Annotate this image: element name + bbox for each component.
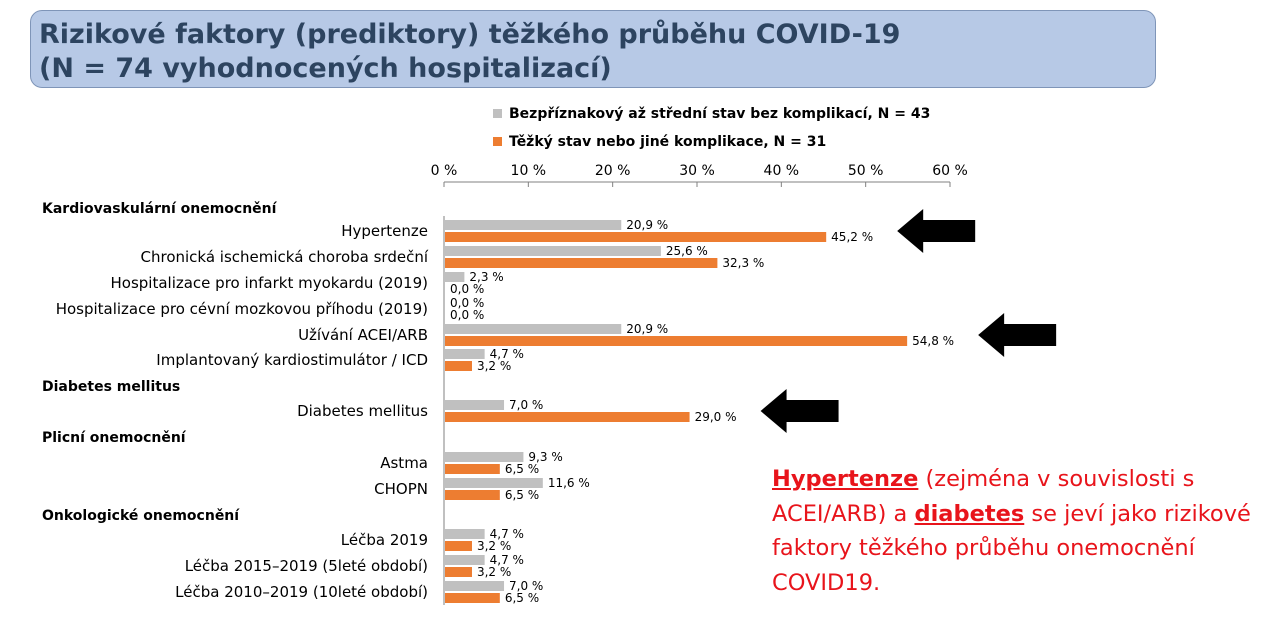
data-label: 7,0 % xyxy=(509,398,543,412)
data-label: 6,5 % xyxy=(505,488,539,502)
data-label: 45,2 % xyxy=(831,230,873,244)
bar-mild xyxy=(445,478,543,488)
data-label: 3,2 % xyxy=(477,539,511,553)
data-label: 11,6 % xyxy=(548,476,590,490)
data-label: 20,9 % xyxy=(626,218,668,232)
bar-severe xyxy=(445,361,472,371)
category-label: Hypertenze xyxy=(341,222,428,240)
x-tick-label: 0 % xyxy=(431,163,458,179)
bar-mild xyxy=(445,555,485,565)
data-label: 0,0 % xyxy=(450,282,484,296)
bar-severe xyxy=(445,258,718,268)
data-label: 6,5 % xyxy=(505,462,539,476)
note-text-2: se jeví jako rizikové faktory těžkého pr… xyxy=(772,500,1251,596)
category-label: Léčba 2015–2019 (5leté období) xyxy=(185,557,428,575)
bar-severe xyxy=(445,567,472,577)
x-tick-label: 30 % xyxy=(679,163,715,179)
bar-severe xyxy=(445,464,500,474)
legend-swatch-1 xyxy=(493,109,502,118)
bar-mild xyxy=(445,246,661,256)
bar-severe xyxy=(445,541,472,551)
data-label: 0,0 % xyxy=(450,296,484,310)
title-box: Rizikové faktory (prediktory) těžkého pr… xyxy=(30,10,1156,88)
category-label: Astma xyxy=(380,454,428,472)
note-text-1: (zejména v souvislosti s ACEI/ARB) a xyxy=(772,466,1195,527)
note-highlight-diabetes: diabetes xyxy=(914,500,1025,527)
category-label: Hospitalizace pro infarkt myokardu (2019… xyxy=(111,274,429,292)
x-tick-label: 20 % xyxy=(595,163,631,179)
bar-severe xyxy=(445,593,500,603)
bar-mild xyxy=(445,324,622,334)
data-label: 2,3 % xyxy=(469,270,503,284)
arrow-left-icon xyxy=(760,389,839,433)
legend-label-1: Bezpříznakový až střední stav bez kompli… xyxy=(509,106,930,122)
bar-mild xyxy=(445,581,505,591)
data-label: 6,5 % xyxy=(505,591,539,605)
group-title: Plicní onemocnění xyxy=(42,430,187,446)
bar-severe xyxy=(445,232,827,242)
category-label: Užívání ACEI/ARB xyxy=(298,326,428,344)
data-label: 54,8 % xyxy=(912,334,954,348)
legend-label-2: Těžký stav nebo jiné komplikace, N = 31 xyxy=(509,134,826,150)
data-label: 4,7 % xyxy=(490,347,524,361)
category-label: Hospitalizace pro cévní mozkovou příhodu… xyxy=(56,300,428,318)
group-title: Diabetes mellitus xyxy=(42,379,180,395)
x-tick-label: 10 % xyxy=(511,163,547,179)
bar-mild xyxy=(445,452,524,462)
category-label: Léčba 2010–2019 (10leté období) xyxy=(175,583,428,601)
category-label: CHOPN xyxy=(374,480,428,498)
bar-mild xyxy=(445,529,485,539)
data-label: 32,3 % xyxy=(722,256,764,270)
data-label: 0,0 % xyxy=(450,308,484,322)
data-label: 3,2 % xyxy=(477,565,511,579)
bar-mild xyxy=(445,349,485,359)
x-tick-label: 40 % xyxy=(764,163,800,179)
x-tick-label: 50 % xyxy=(848,163,884,179)
legend-swatch-2 xyxy=(493,137,502,146)
x-tick-label: 60 % xyxy=(932,163,968,179)
bar-mild xyxy=(445,220,622,230)
page-subtitle: (N = 74 vyhodnocených hospitalizací) xyxy=(39,53,612,84)
category-label: Implantovaný kardiostimulátor / ICD xyxy=(156,351,428,369)
data-label: 20,9 % xyxy=(626,322,668,336)
page-title: Rizikové faktory (prediktory) těžkého pr… xyxy=(39,19,901,50)
category-label: Léčba 2019 xyxy=(341,531,428,549)
data-label: 3,2 % xyxy=(477,359,511,373)
category-label: Chronická ischemická choroba srdeční xyxy=(141,248,429,266)
data-label: 29,0 % xyxy=(695,410,737,424)
bar-severe xyxy=(445,336,908,346)
bar-mild xyxy=(445,272,465,282)
category-label: Diabetes mellitus xyxy=(297,402,428,420)
group-title: Onkologické onemocnění xyxy=(42,508,240,524)
note-highlight-hypertension: Hypertenze xyxy=(772,466,919,492)
group-title: Kardiovaskulární onemocnění xyxy=(42,201,278,217)
bar-severe xyxy=(445,412,690,422)
data-label: 7,0 % xyxy=(509,579,543,593)
data-label: 4,7 % xyxy=(490,527,524,541)
arrow-left-icon xyxy=(897,209,976,253)
bar-mild xyxy=(445,400,505,410)
data-label: 4,7 % xyxy=(490,553,524,567)
data-label: 25,6 % xyxy=(666,244,708,258)
conclusion-note: Hypertenze (zejména v souvislosti s ACEI… xyxy=(772,462,1252,600)
data-label: 9,3 % xyxy=(528,450,562,464)
bar-severe xyxy=(445,490,500,500)
arrow-left-icon xyxy=(978,313,1057,357)
